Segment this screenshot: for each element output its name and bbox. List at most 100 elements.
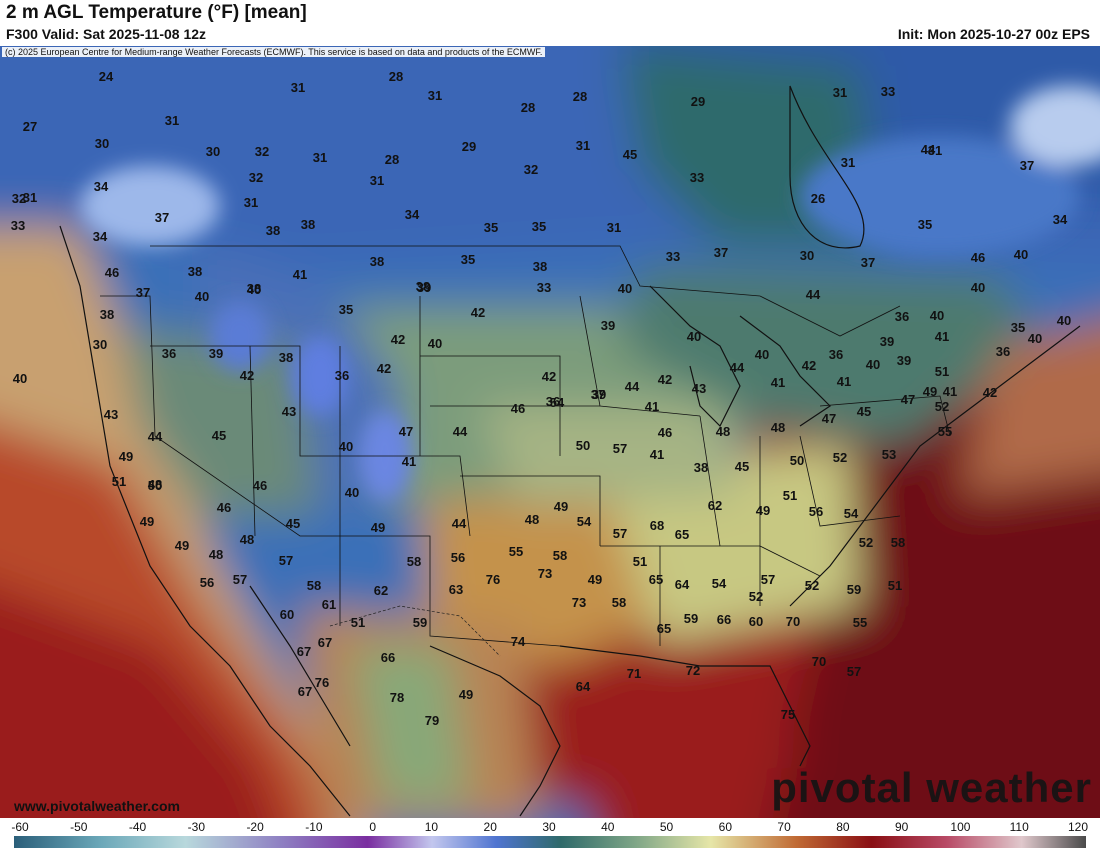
temperature-label: 35 [339, 302, 353, 317]
temperature-label: 40 [247, 282, 261, 297]
colorbar-tick-label: -10 [305, 820, 323, 834]
temperature-label: 44 [625, 379, 640, 394]
temperature-label: 38 [247, 281, 261, 296]
temperature-label: 26 [811, 191, 825, 206]
colorbar-tick-label: 10 [424, 820, 439, 834]
temperature-label: 31 [165, 113, 179, 128]
temperature-label: 78 [390, 690, 404, 705]
temperature-label: 58 [407, 554, 421, 569]
temperature-label: 62 [708, 498, 722, 513]
temperature-label: 39 [417, 280, 431, 295]
temperature-label: 37 [155, 210, 169, 225]
temperature-label: 42 [658, 372, 672, 387]
temperature-label: 38 [370, 254, 384, 269]
state-border-lines [100, 245, 951, 647]
temperature-label: 54 [844, 506, 859, 521]
temperature-label: 40 [339, 439, 353, 454]
colorbar-tick-label: 30 [542, 820, 556, 834]
temperature-label: 31 [291, 80, 305, 95]
temperature-label: 36 [895, 309, 909, 324]
temperature-label: 59 [684, 611, 698, 626]
temperature-label: 38 [416, 279, 430, 294]
temperature-label: 43 [692, 381, 706, 396]
temperature-label: 73 [572, 595, 586, 610]
temperature-label: 32 [12, 191, 26, 206]
temperature-label: 40 [1014, 247, 1028, 262]
temperature-label: 49 [459, 687, 473, 702]
temperature-label: 65 [657, 621, 671, 636]
temperature-label: 60 [749, 614, 763, 629]
temperature-label: 40 [930, 308, 944, 323]
temperature-label: 49 [119, 449, 133, 464]
temperature-label: 36 [335, 368, 349, 383]
temperature-label: 36 [546, 394, 560, 409]
temperature-label: 44 [730, 360, 745, 375]
temperature-label: 29 [462, 139, 476, 154]
temperature-label: 59 [413, 615, 427, 630]
temperature-label: 40 [13, 371, 27, 386]
cold-pockets [80, 86, 1100, 501]
temperature-label: 54 [712, 576, 727, 591]
temperature-label: 38 [266, 223, 280, 238]
temperature-label: 50 [576, 438, 590, 453]
colorbar-tick-label: 60 [718, 820, 733, 834]
temperature-label: 29 [691, 94, 705, 109]
temperature-label: 34 [405, 207, 420, 222]
colorbar-ticks: -60 -50 -40 -30 -20 -10 0 10 20 30 40 50 60 70 80 90 100… [0, 820, 1100, 834]
temperature-label: 79 [425, 713, 439, 728]
temperature-label: 70 [812, 654, 826, 669]
temperature-label: 67 [297, 644, 311, 659]
brand-logo: pivotal weather [771, 764, 1092, 811]
temperature-label: 38 [188, 264, 202, 279]
temperature-label: 71 [627, 666, 641, 681]
temperature-label: 55 [509, 544, 523, 559]
temperature-label: 60 [280, 607, 294, 622]
temperature-label: 44 [148, 429, 163, 444]
temperature-label: 39 [601, 318, 615, 333]
temperature-label: 41 [293, 267, 307, 282]
temperature-label: 51 [112, 474, 126, 489]
temperature-label: 41 [771, 375, 785, 390]
temperature-label: 54 [550, 395, 565, 410]
temperature-label: 39 [897, 353, 911, 368]
temperature-label: 44 [452, 516, 467, 531]
temperature-label: 33 [881, 84, 895, 99]
colorbar-tick-label: 80 [836, 820, 850, 834]
temperature-label: 48 [240, 532, 254, 547]
temperature-label: 30 [800, 248, 814, 263]
temperature-label: 31 [428, 88, 442, 103]
temperature-label: 42 [983, 385, 997, 400]
temperature-label: 51 [633, 554, 647, 569]
temperature-label: 45 [857, 404, 871, 419]
temperature-label: 48 [716, 424, 730, 439]
temperature-label: 56 [200, 575, 214, 590]
temperature-label: 56 [809, 504, 823, 519]
temperature-label: 42 [802, 358, 816, 373]
temperature-label: 51 [935, 364, 949, 379]
temperature-label: 37 [136, 285, 150, 300]
temperature-label: 49 [756, 503, 770, 518]
website-link[interactable]: www.pivotalweather.com [14, 798, 180, 814]
temperature-label: 37 [591, 387, 605, 402]
temperature-label: 42 [542, 369, 556, 384]
temperature-label: 43 [104, 407, 118, 422]
valid-time: F300 Valid: Sat 2025-11-08 12z [6, 26, 207, 42]
temperature-label: 46 [658, 425, 672, 440]
colorbar-tick-label: 0 [369, 820, 376, 834]
colorbar-tick-label: 90 [894, 820, 909, 834]
header: 2 m AGL Temperature (°F) [mean] F300 Val… [0, 0, 1100, 46]
temperature-label: 49 [554, 499, 568, 514]
temperature-label: 66 [717, 612, 731, 627]
temperature-label: 41 [645, 399, 659, 414]
temperature-label: 48 [771, 420, 785, 435]
colorbar: -60 -50 -40 -30 -20 -10 0 10 20 30 40 50 60 70 80 90 100… [0, 818, 1100, 850]
temperature-label: 31 [244, 195, 258, 210]
temperature-label: 35 [1011, 320, 1025, 335]
temperature-label: 57 [613, 526, 627, 541]
temperature-label: 46 [217, 500, 231, 515]
temperature-label: 38 [533, 259, 547, 274]
temperature-map[interactable]: 24 28 31 31 28 29 31 33 31 28 27 30 29 32 31 28 31 45 31 30… [0, 46, 1100, 818]
ecmwf-credit: (c) 2025 European Centre for Medium-rang… [2, 47, 546, 57]
